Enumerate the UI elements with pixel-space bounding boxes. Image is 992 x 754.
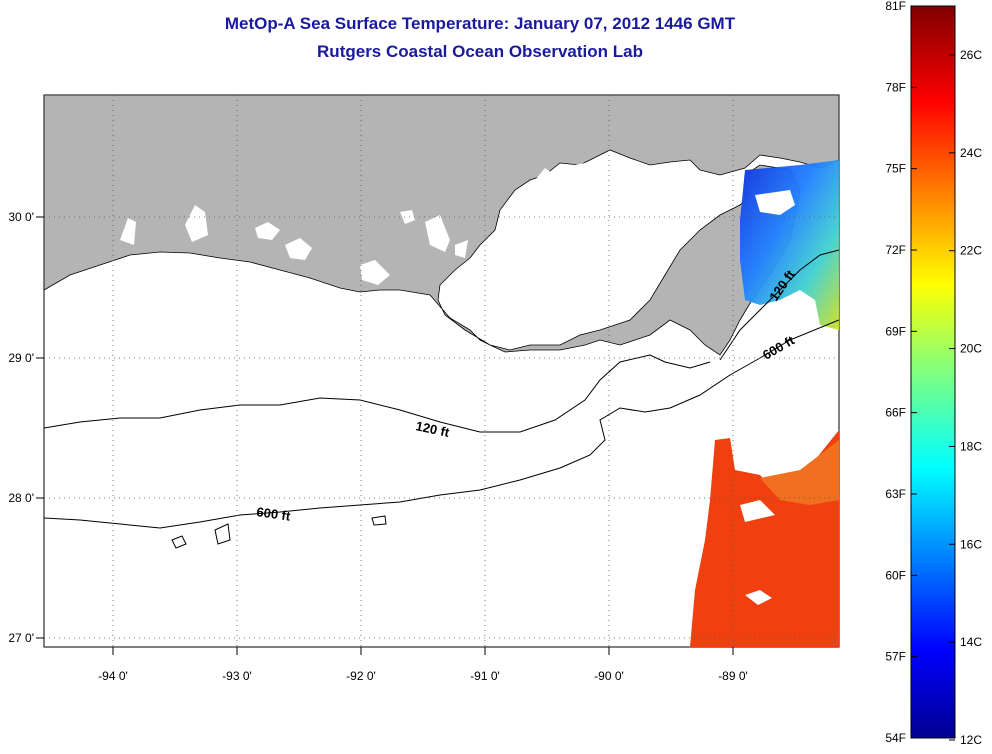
contour-bank	[171, 535, 187, 549]
lat-label: 29 0'	[8, 351, 34, 365]
lake	[565, 235, 588, 260]
lake	[425, 215, 450, 252]
lake	[455, 240, 468, 258]
lake	[400, 210, 415, 224]
colorbar-f-label: 69F	[885, 324, 906, 338]
sst-cloud-gap	[740, 500, 775, 522]
sst-cloud-gap	[745, 590, 772, 605]
contour-label: 120 ft	[414, 418, 451, 440]
lake	[255, 222, 280, 240]
colorbar-c-label: 18C	[960, 439, 982, 453]
lake	[360, 260, 390, 285]
lon-label: -89 0'	[718, 669, 748, 683]
lake	[185, 205, 208, 242]
map-title: MetOp-A Sea Surface Temperature: January…	[224, 14, 736, 33]
colorbar-f-label: 81F	[885, 0, 906, 13]
colorbar-c-label: 12C	[960, 733, 982, 747]
sst-swath-warm-edge	[760, 440, 839, 505]
lat-label: 27 0'	[8, 631, 34, 645]
lake	[285, 238, 312, 260]
colorbar-c-label: 22C	[960, 244, 982, 258]
contour-bank	[371, 515, 387, 526]
colorbar-f-label: 54F	[885, 731, 906, 745]
colorbar-f-label: 66F	[885, 406, 906, 420]
contour-120ft	[44, 354, 711, 433]
colorbar-c-label: 24C	[960, 146, 982, 160]
colorbar-gradient	[910, 5, 956, 739]
lat-label: 30 0'	[8, 210, 34, 224]
lon-label: -91 0'	[470, 669, 500, 683]
lake	[555, 160, 615, 210]
contour-120ft-east	[719, 249, 839, 361]
colorbar-f-label: 57F	[885, 650, 906, 664]
colorbar-c-label: 14C	[960, 635, 982, 649]
colorbar: 81F 78F 75F 72F 69F 66F 63F 60F 57F 54F 26C 24C 22C…	[885, 0, 982, 747]
contour-600ft	[44, 319, 839, 529]
colorbar-c-label: 26C	[960, 48, 982, 62]
sst-cloud-gap	[755, 190, 795, 215]
colorbar-f-label: 60F	[885, 568, 906, 582]
colorbar-f-label: 63F	[885, 487, 906, 501]
map-subtitle: Rutgers Coastal Ocean Observation Lab	[317, 42, 643, 61]
colorbar-f-label: 72F	[885, 243, 906, 257]
lake	[535, 168, 555, 190]
lon-label: -92 0'	[346, 669, 376, 683]
lat-label: 28 0'	[8, 491, 34, 505]
lake	[120, 218, 136, 245]
contour-bank	[214, 523, 231, 545]
colorbar-f-label: 75F	[885, 162, 906, 176]
lon-label: -93 0'	[222, 669, 252, 683]
colorbar-c-label: 16C	[960, 537, 982, 551]
lon-label: -94 0'	[98, 669, 128, 683]
colorbar-f-label: 78F	[885, 80, 906, 94]
contour-label: 600 ft	[256, 504, 292, 524]
axis-ticks	[36, 216, 734, 655]
colorbar-c-label: 20C	[960, 342, 982, 356]
lon-label: -90 0'	[594, 669, 624, 683]
